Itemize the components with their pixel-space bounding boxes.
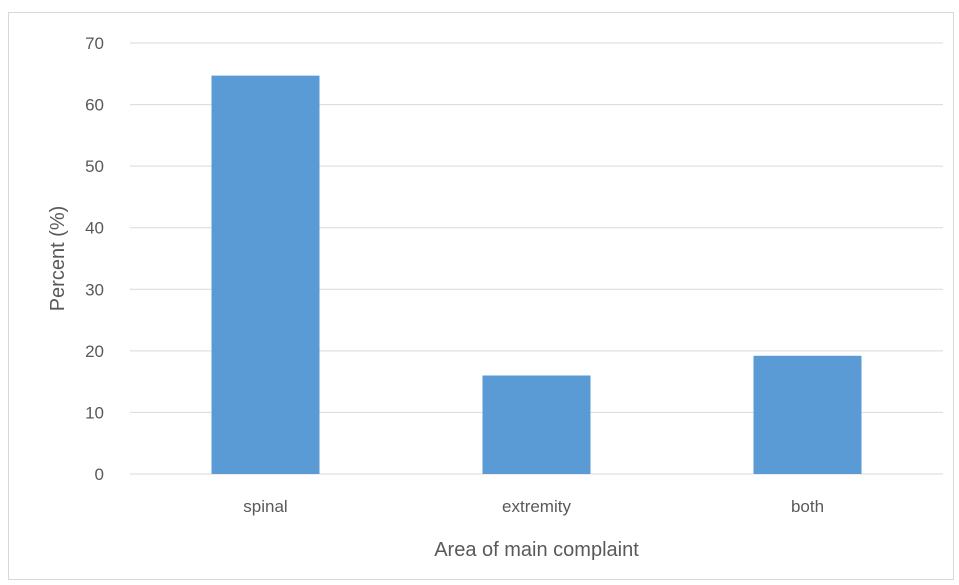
y-tick-label: 20 [85,342,104,361]
y-tick-label: 10 [85,403,104,422]
y-tick-label: 50 [85,157,104,176]
bar-spinal [211,75,320,474]
y-tick-labels: 0 10 20 30 40 50 60 70 [85,34,104,484]
bar-both [753,355,862,474]
y-tick-label: 30 [85,280,104,299]
y-tick-label: 70 [85,34,104,53]
x-axis-title: Area of main complaint [434,539,639,561]
y-tick-label: 0 [95,465,104,484]
y-tick-label: 60 [85,96,104,115]
x-tick-labels: spinal extremity both [243,497,824,516]
y-axis-title: Percent (%) [47,206,69,312]
y-tick-label: 40 [85,219,104,238]
bars [211,75,862,474]
x-tick-label-extremity: extremity [502,497,571,516]
bar-extremity [482,375,591,474]
x-tick-label-both: both [791,497,824,516]
x-tick-label-spinal: spinal [243,497,287,516]
chart-frame [8,12,954,580]
